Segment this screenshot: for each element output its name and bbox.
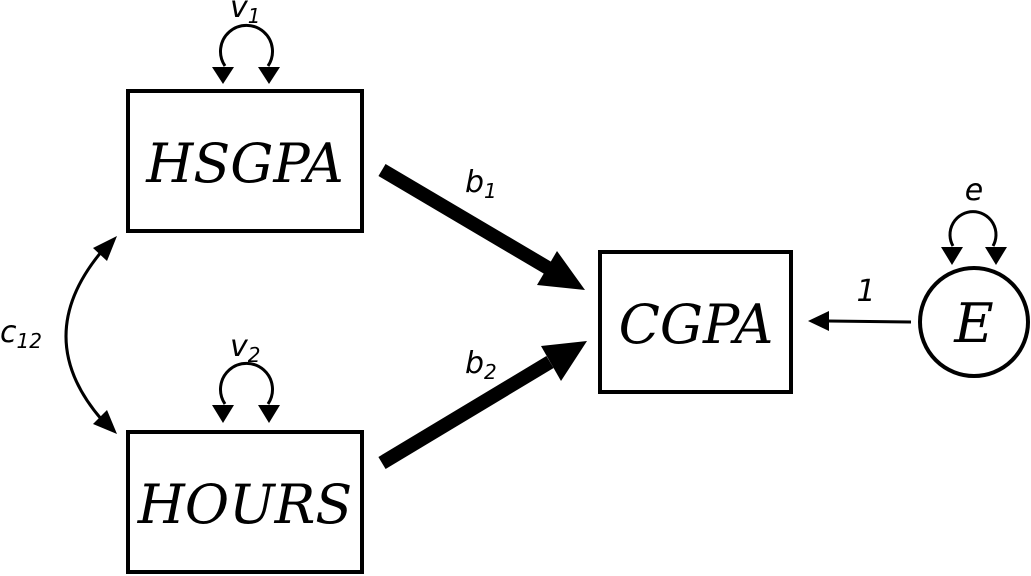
label-v1-sub: 1 xyxy=(248,4,261,28)
error-node: E xyxy=(918,266,1030,378)
cgpa-label: CGPA xyxy=(619,293,774,356)
label-v1: v1 xyxy=(230,0,261,28)
label-c12-sub: 12 xyxy=(17,329,42,353)
path-b2 xyxy=(378,341,587,469)
hours-label: HOURS xyxy=(137,473,353,536)
label-e: e xyxy=(965,173,983,208)
label-v1-base: v xyxy=(230,0,249,25)
label-c12-base: c xyxy=(0,315,17,350)
path-error xyxy=(808,311,912,331)
cgpa-node: CGPA xyxy=(598,250,793,394)
label-b2-sub: 2 xyxy=(484,360,497,384)
path-b1 xyxy=(378,163,585,290)
variance-loop-v1 xyxy=(212,23,280,84)
label-v2-sub: 2 xyxy=(248,343,261,367)
label-c12: c12 xyxy=(0,315,42,353)
variance-loop-v2 xyxy=(212,361,280,423)
label-b1-sub: 1 xyxy=(484,179,497,203)
hsgpa-label: HSGPA xyxy=(145,132,344,195)
hours-node: HOURS xyxy=(126,430,364,574)
variance-loop-e xyxy=(941,210,1007,265)
hsgpa-node: HSGPA xyxy=(126,89,364,233)
label-b1-base: b xyxy=(465,165,484,200)
label-v2: v2 xyxy=(230,329,261,367)
label-b2-base: b xyxy=(465,346,484,381)
label-v2-base: v xyxy=(230,329,249,364)
covariance-c12 xyxy=(64,236,117,434)
label-b2: b2 xyxy=(465,346,497,384)
label-one: 1 xyxy=(856,274,875,309)
error-label: E xyxy=(953,292,993,355)
label-b1: b1 xyxy=(465,165,497,203)
